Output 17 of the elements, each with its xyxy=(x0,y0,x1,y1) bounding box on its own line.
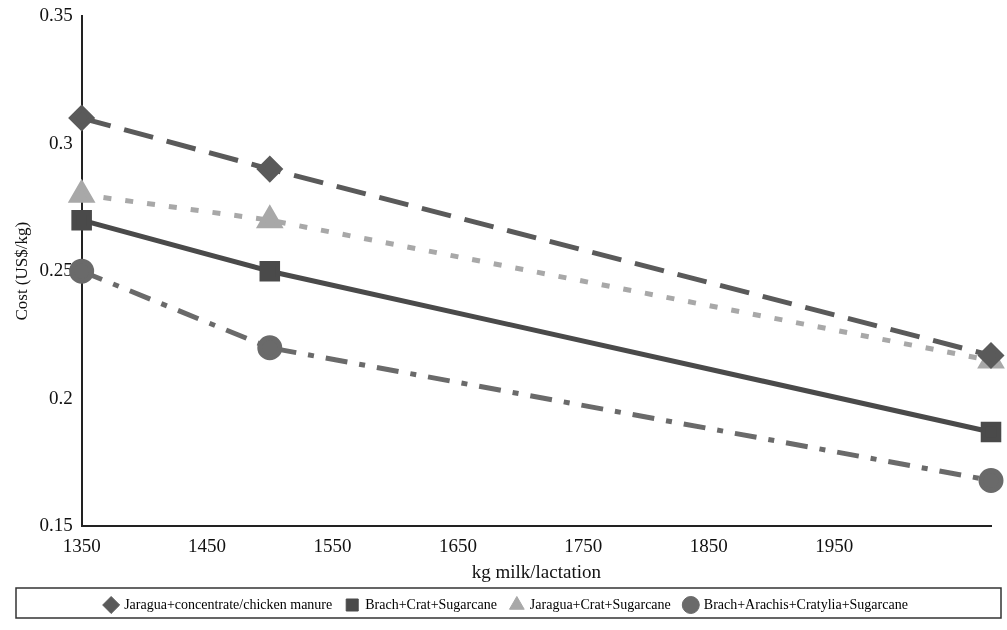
x-tick-label: 1550 xyxy=(313,534,352,556)
x-tick-label: 1950 xyxy=(815,534,854,556)
y-tick-label: 0.2 xyxy=(48,386,73,408)
legend-label: Brach+Crat+Sugarcane xyxy=(365,596,497,612)
x-axis-title: kg milk/lactation xyxy=(471,560,602,582)
legend-label: Jaragua+concentrate/chicken manure xyxy=(124,596,333,612)
legend-label: Brach+Arachis+Cratylia+Sugarcane xyxy=(703,596,908,612)
x-tick-label: 1850 xyxy=(689,534,728,556)
x-tick-label: 1650 xyxy=(438,534,477,556)
x-tick-label: 1350 xyxy=(62,534,101,556)
y-tick-label: 0.15 xyxy=(39,514,73,536)
y-tick-label: 0.35 xyxy=(39,3,73,25)
y-tick-label: 0.3 xyxy=(48,131,73,153)
legend-label: Jaragua+Crat+Sugarcane xyxy=(529,596,671,612)
x-tick-label: 1750 xyxy=(564,534,603,556)
y-axis-title: Cost (US$/kg) xyxy=(11,221,31,321)
x-tick-label: 1450 xyxy=(188,534,227,556)
